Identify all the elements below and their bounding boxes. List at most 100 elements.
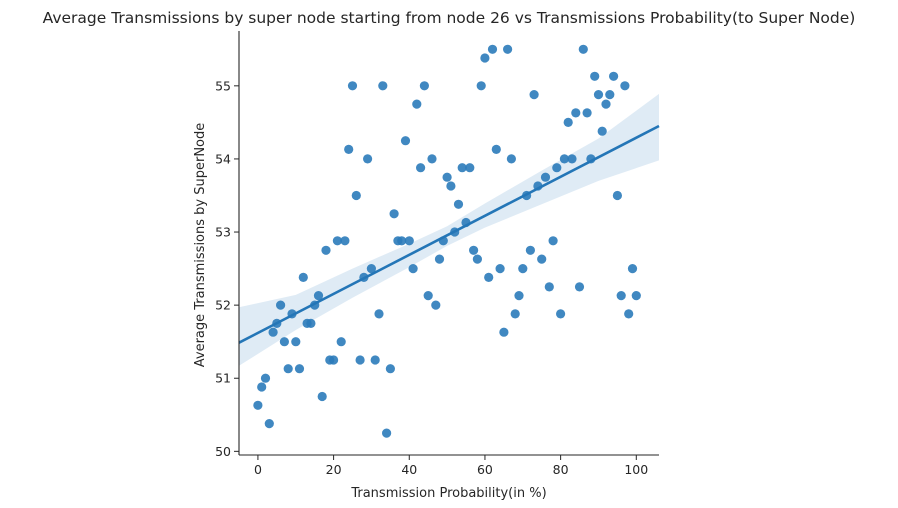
scatter-point bbox=[627, 264, 638, 274]
x-tick-label: 20 bbox=[326, 462, 342, 477]
scatter-point bbox=[329, 355, 339, 365]
scatter-point bbox=[529, 90, 539, 100]
scatter-point bbox=[499, 327, 509, 337]
x-tick-label: 0 bbox=[254, 462, 262, 477]
scatter-point bbox=[525, 245, 536, 255]
scatter-point bbox=[537, 254, 547, 264]
scatter-point bbox=[416, 163, 426, 173]
scatter-point bbox=[476, 81, 486, 91]
scatter-point bbox=[601, 99, 611, 109]
scatter-point bbox=[332, 236, 342, 246]
x-axis-label: Transmission Probability(in %) bbox=[350, 486, 546, 501]
scatter-points bbox=[253, 44, 641, 438]
y-tick-label: 50 bbox=[215, 444, 231, 459]
scatter-point bbox=[344, 144, 354, 154]
scatter-point bbox=[313, 291, 324, 301]
scatter-point bbox=[366, 264, 376, 274]
scatter-point bbox=[434, 254, 445, 264]
scatter-point bbox=[597, 126, 607, 136]
scatter-point bbox=[385, 364, 395, 374]
scatter-point bbox=[257, 382, 267, 392]
scatter-point bbox=[283, 364, 293, 374]
scatter-point bbox=[612, 190, 623, 201]
scatter-point bbox=[506, 154, 516, 164]
scatter-point bbox=[480, 53, 490, 63]
scatter-point bbox=[382, 428, 392, 438]
y-tick-label: 54 bbox=[215, 151, 231, 166]
scatter-point bbox=[408, 264, 418, 274]
scatter-point bbox=[351, 190, 361, 201]
scatter-point bbox=[419, 81, 429, 91]
scatter-point bbox=[378, 81, 388, 91]
scatter-point bbox=[264, 419, 274, 429]
scatter-point bbox=[631, 291, 641, 301]
scatter-point bbox=[593, 90, 604, 100]
scatter-point bbox=[556, 309, 566, 319]
y-tick-label: 53 bbox=[215, 225, 231, 240]
scatter-point bbox=[306, 318, 316, 328]
plot-area bbox=[238, 44, 660, 438]
scatter-point bbox=[518, 264, 528, 274]
scatter-point bbox=[446, 181, 456, 191]
scatter-point bbox=[355, 355, 365, 365]
scatter-point bbox=[567, 154, 577, 164]
x-tick-label: 40 bbox=[401, 462, 417, 477]
scatter-point bbox=[268, 327, 278, 337]
scatter-point bbox=[340, 236, 350, 246]
scatter-point bbox=[514, 291, 524, 301]
scatter-point bbox=[412, 99, 422, 109]
scatter-point bbox=[423, 291, 433, 301]
scatter-point bbox=[279, 337, 289, 347]
y-axis-ticks: 50 51 52 53 54 55 bbox=[215, 78, 239, 459]
scatter-point bbox=[578, 44, 588, 54]
y-axis-label: Average Transmissions by SuperNode bbox=[193, 123, 208, 368]
scatter-point bbox=[397, 236, 407, 246]
scatter-point bbox=[552, 163, 562, 173]
scatter-point bbox=[347, 81, 358, 91]
scatter-point bbox=[544, 282, 554, 292]
scatter-point bbox=[548, 236, 558, 246]
chart-title: Average Transmissions by super node star… bbox=[43, 9, 856, 27]
scatter-point bbox=[472, 254, 482, 264]
scatter-point bbox=[605, 90, 615, 100]
y-tick-label: 52 bbox=[215, 298, 231, 313]
scatter-point bbox=[321, 245, 331, 255]
scatter-point bbox=[487, 44, 498, 54]
scatter-point bbox=[427, 154, 437, 164]
scatter-point bbox=[563, 117, 573, 127]
scatter-point bbox=[624, 309, 634, 319]
scatter-point bbox=[495, 264, 505, 274]
scatter-point bbox=[484, 272, 494, 282]
scatter-point bbox=[510, 309, 520, 319]
scatter-point bbox=[389, 209, 399, 219]
scatter-point bbox=[582, 108, 592, 118]
scatter-point bbox=[442, 172, 452, 182]
scatter-point bbox=[363, 154, 373, 164]
scatter-point bbox=[253, 400, 263, 410]
scatter-point bbox=[590, 71, 600, 81]
scatter-point bbox=[317, 391, 327, 402]
scatter-point bbox=[469, 245, 479, 255]
scatter-point bbox=[465, 163, 475, 173]
scatter-point bbox=[540, 172, 551, 182]
scatter-point bbox=[400, 136, 411, 146]
scatter-point bbox=[503, 44, 513, 54]
scatter-point bbox=[620, 81, 630, 91]
scatter-point bbox=[453, 199, 464, 209]
scatter-point bbox=[370, 355, 380, 365]
scatter-point bbox=[491, 144, 501, 154]
scatter-point bbox=[559, 154, 570, 164]
x-tick-label: 80 bbox=[553, 462, 569, 477]
scatter-point bbox=[298, 272, 308, 282]
scatter-point bbox=[276, 300, 286, 310]
scatter-point bbox=[574, 282, 585, 292]
scatter-point bbox=[457, 163, 467, 173]
x-axis-ticks: 0 20 40 60 80 100 bbox=[254, 455, 648, 477]
y-tick-label: 55 bbox=[215, 78, 231, 93]
scatter-point bbox=[404, 236, 414, 246]
scatter-point bbox=[571, 108, 581, 118]
scatter-point bbox=[431, 300, 441, 310]
y-tick-label: 51 bbox=[215, 371, 231, 386]
x-tick-label: 100 bbox=[624, 462, 648, 477]
